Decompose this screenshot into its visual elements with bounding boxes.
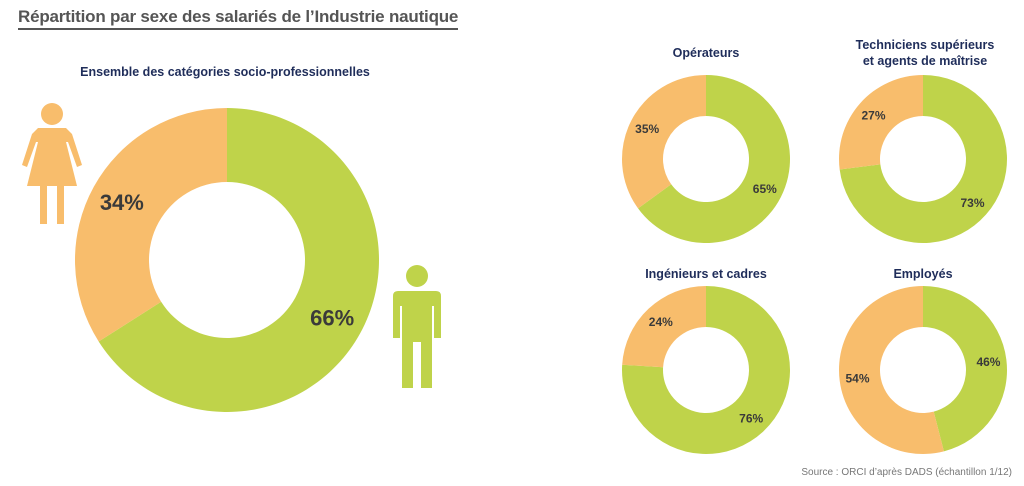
ingenieurs-label-women: 24% [649,315,673,329]
operateurs-slice-women [622,75,706,209]
main-label-women: 34% [100,190,144,215]
techniciens-label-women: 27% [861,109,885,123]
main-slice-women [75,108,227,342]
ingenieurs-slice-men [622,286,791,454]
employes-label-men: 46% [976,355,1000,369]
employes-label-women: 54% [846,371,870,385]
woman-figure-icon [22,103,82,224]
ingenieurs-label-men: 76% [739,411,763,425]
techniciens-slice-men [839,75,1008,243]
main-slice-men [98,108,379,413]
employes-slice-women [839,286,944,454]
main-label-men: 66% [310,306,354,331]
operateurs-label-men: 65% [753,182,777,196]
operateurs-chart-title: Opérateurs [672,46,740,60]
ingenieurs-slice-women [622,286,706,368]
employes-chart-title: Employés [893,267,953,281]
employes-slice-men [923,286,1008,452]
operateurs-label-women: 35% [635,122,659,136]
ingenieurs-chart-title: Ingénieurs et cadres [645,267,767,281]
techniciens-label-men: 73% [960,196,984,210]
techniciens-slice-women [839,75,923,170]
operateurs-slice-men [638,75,791,243]
source-note: Source : ORCI d’après DADS (échantillon … [801,467,1012,478]
techniciens-chart-title: Techniciens supérieurs et agents de maît… [855,38,995,68]
main-chart-title: Ensemble des catégories socio-profession… [80,65,370,79]
man-figure-icon [393,265,441,388]
page-title: Répartition par sexe des salariés de l’I… [18,6,458,30]
